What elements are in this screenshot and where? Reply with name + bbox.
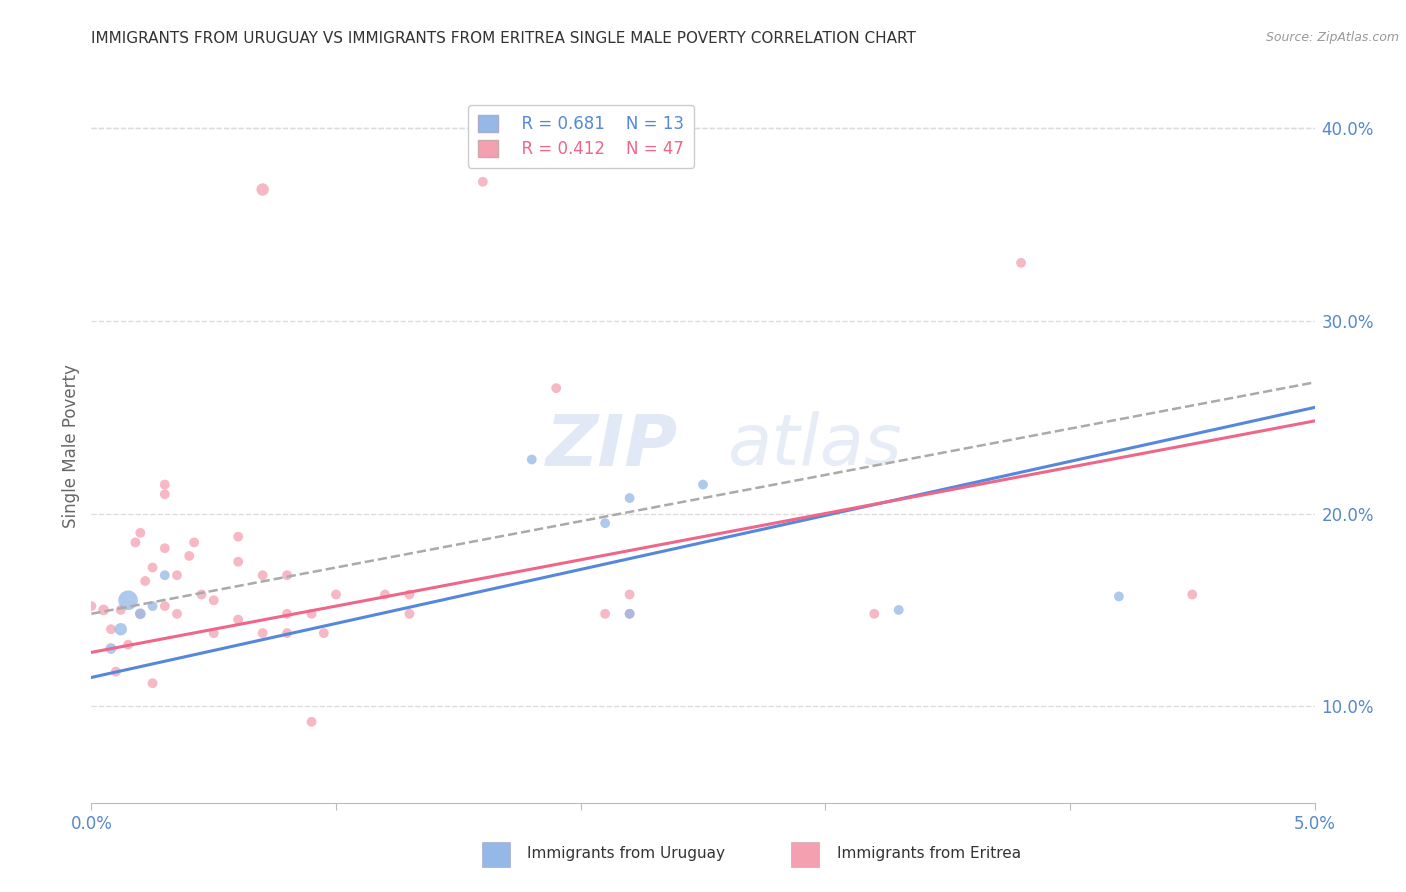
Point bbox=[301, 714, 323, 729]
Point bbox=[887, 603, 910, 617]
Point bbox=[134, 574, 156, 588]
Point bbox=[276, 607, 298, 621]
Point bbox=[104, 665, 127, 679]
Point bbox=[202, 626, 225, 640]
Y-axis label: Single Male Poverty: Single Male Poverty bbox=[62, 364, 80, 528]
Point bbox=[325, 587, 347, 601]
Point bbox=[110, 603, 132, 617]
Text: Immigrants from Uruguay: Immigrants from Uruguay bbox=[527, 847, 725, 861]
Point bbox=[153, 477, 176, 491]
Point bbox=[153, 568, 176, 582]
Point bbox=[129, 525, 152, 540]
Point bbox=[619, 491, 641, 505]
Text: Source: ZipAtlas.com: Source: ZipAtlas.com bbox=[1265, 31, 1399, 45]
Point bbox=[100, 622, 122, 636]
Text: IMMIGRANTS FROM URUGUAY VS IMMIGRANTS FROM ERITREA SINGLE MALE POVERTY CORRELATI: IMMIGRANTS FROM URUGUAY VS IMMIGRANTS FR… bbox=[91, 31, 917, 46]
Text: Immigrants from Eritrea: Immigrants from Eritrea bbox=[837, 847, 1021, 861]
Point bbox=[312, 626, 335, 640]
Point bbox=[252, 568, 274, 582]
Point bbox=[398, 607, 420, 621]
Point bbox=[141, 676, 163, 690]
Point bbox=[226, 555, 249, 569]
Point bbox=[252, 182, 274, 196]
Point bbox=[129, 607, 152, 621]
Text: ZIP: ZIP bbox=[547, 411, 679, 481]
Point bbox=[226, 530, 249, 544]
Point bbox=[190, 587, 212, 601]
Point bbox=[129, 607, 152, 621]
Point bbox=[471, 175, 494, 189]
Point bbox=[301, 607, 323, 621]
Point bbox=[166, 568, 188, 582]
Point bbox=[141, 560, 163, 574]
Point bbox=[153, 541, 176, 556]
Point bbox=[117, 593, 139, 607]
Point bbox=[179, 549, 201, 563]
Point bbox=[619, 587, 641, 601]
Point bbox=[252, 626, 274, 640]
Legend:   R = 0.681    N = 13,   R = 0.412    N = 47: R = 0.681 N = 13, R = 0.412 N = 47 bbox=[468, 104, 693, 168]
Point bbox=[1108, 590, 1130, 604]
Bar bbox=[481, 842, 510, 867]
Point bbox=[93, 603, 115, 617]
Point bbox=[619, 607, 641, 621]
Point bbox=[546, 381, 568, 395]
Point bbox=[276, 626, 298, 640]
Point bbox=[692, 477, 714, 491]
Point bbox=[1010, 256, 1032, 270]
Point bbox=[374, 587, 396, 601]
Point bbox=[153, 487, 176, 501]
Point bbox=[110, 622, 132, 636]
Point bbox=[124, 535, 146, 549]
Point bbox=[863, 607, 886, 621]
Point bbox=[117, 638, 139, 652]
Text: atlas: atlas bbox=[727, 411, 903, 481]
Point bbox=[226, 613, 249, 627]
Point bbox=[80, 599, 103, 613]
Point bbox=[398, 587, 420, 601]
Point bbox=[166, 607, 188, 621]
Bar bbox=[792, 842, 820, 867]
Point bbox=[100, 641, 122, 656]
Point bbox=[619, 607, 641, 621]
Point bbox=[1181, 587, 1204, 601]
Point bbox=[593, 607, 616, 621]
Point bbox=[202, 593, 225, 607]
Point bbox=[153, 599, 176, 613]
Point bbox=[183, 535, 205, 549]
Point bbox=[593, 516, 616, 530]
Point bbox=[276, 568, 298, 582]
Point bbox=[520, 452, 543, 467]
Point bbox=[141, 599, 163, 613]
